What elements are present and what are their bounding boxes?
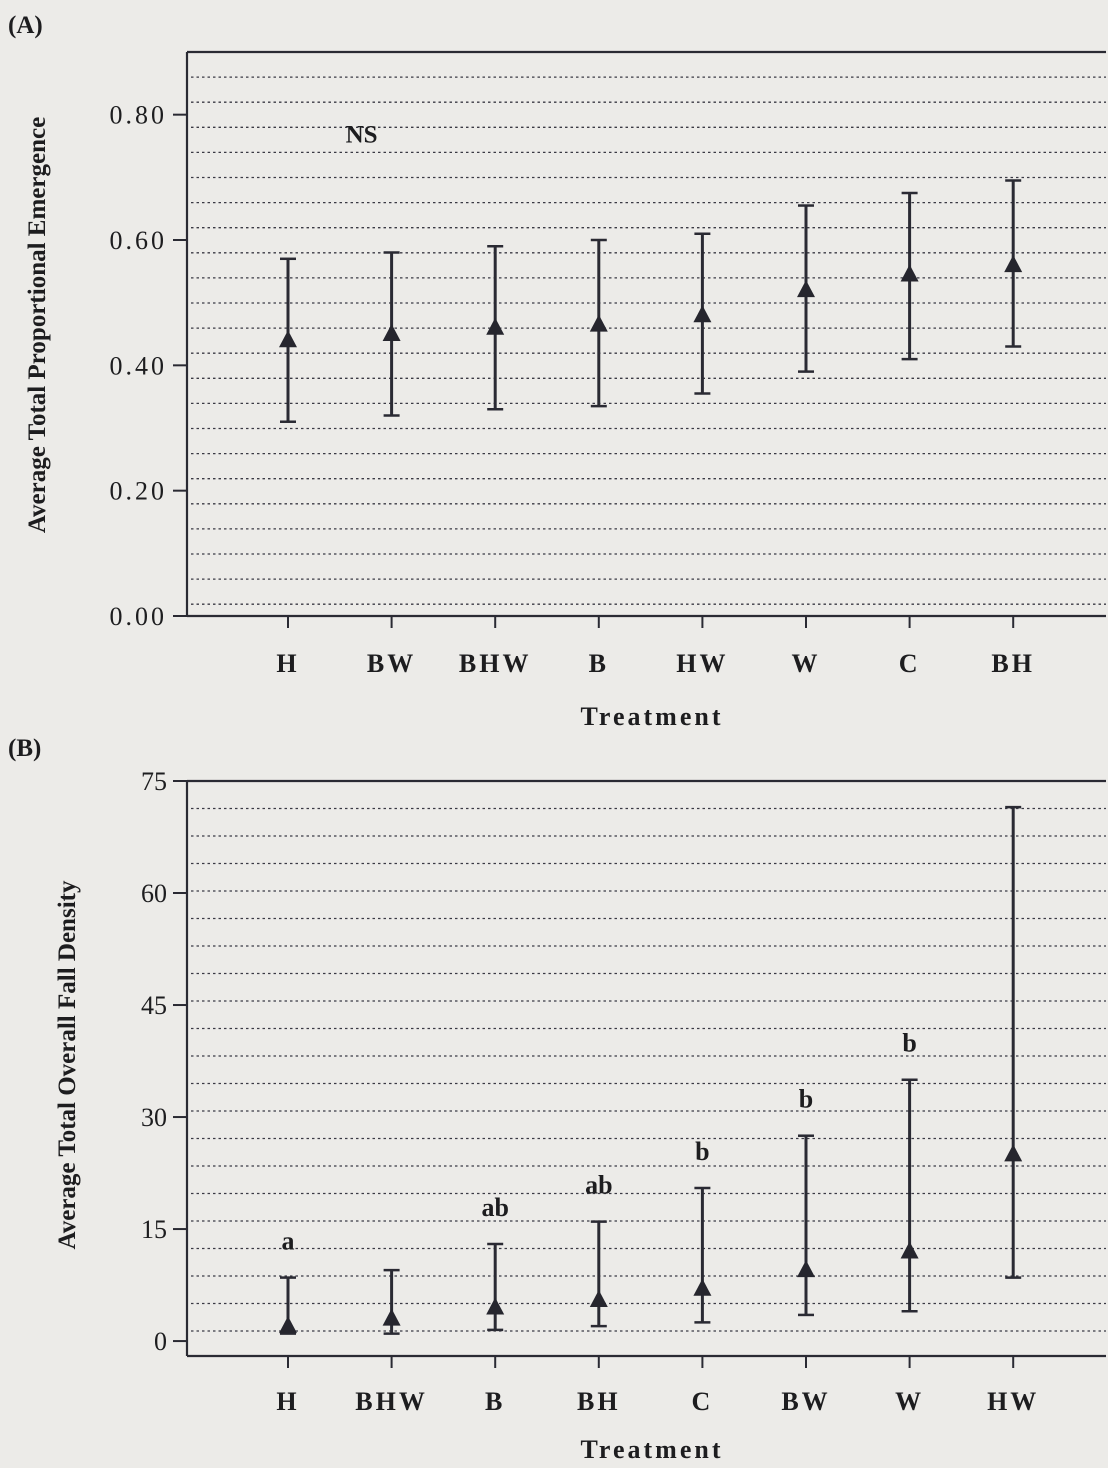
panel-a: (A) Average Total Proportional Emergence… — [8, 12, 1106, 731]
panel-b-category-label: H — [276, 1387, 299, 1416]
panel-a-y-tick-label: 0.80 — [110, 101, 168, 130]
panel-b-category-label: C — [692, 1387, 714, 1416]
panel-a-annotation: NS — [346, 121, 378, 148]
panel-b-category-label: B — [485, 1387, 505, 1416]
panel-b-y-tick-label: 15 — [141, 1215, 167, 1244]
panel-a-y-tick-label: 0.40 — [110, 351, 168, 380]
panel-b-x-axis-label: Treatment — [580, 1435, 724, 1464]
panel-b-data-point — [900, 1241, 919, 1259]
panel-a-category-label: W — [792, 649, 821, 678]
panel-b-data-point — [589, 1289, 608, 1307]
panel-a-data-point — [486, 317, 505, 335]
panel-a-category-label: HW — [676, 649, 728, 678]
panel-b: (B) Average Total Overall Fall Density T… — [0, 735, 1108, 1468]
panel-b-category-label: BHW — [355, 1387, 428, 1416]
panel-b-data-point — [797, 1260, 815, 1278]
panel-b-chart: 0 15 30 45 60 75 Ha BHW Bab BH ab Cb BW b Wb HW — [141, 767, 1106, 1416]
panel-a-data-point — [693, 305, 712, 323]
panel-b-significance-letter: b — [902, 1029, 916, 1058]
panel-a-category-label: B — [589, 649, 609, 678]
panel-b-significance-letter: ab — [585, 1171, 612, 1200]
panel-b-y-tick-label: 75 — [141, 767, 167, 796]
panel-b-y-tick-label: 30 — [141, 1103, 167, 1132]
panel-b-y-tick-label: 0 — [154, 1327, 167, 1356]
panel-b-y-tick-label: 45 — [141, 991, 167, 1020]
panel-a-data-point — [589, 314, 608, 332]
panel-a-category-label: H — [276, 649, 299, 678]
panel-a-data-point — [797, 280, 815, 298]
panel-b-significance-letter: b — [695, 1137, 709, 1166]
panel-a-data-point — [900, 264, 919, 282]
panel-a-x-axis-label: Treatment — [580, 702, 724, 731]
panel-a-category-label: C — [899, 649, 921, 678]
panel-a-category-label: BW — [367, 649, 416, 678]
panel-b-significance-letter: a — [282, 1227, 295, 1256]
panel-a-y-tick-label: 0.20 — [110, 477, 168, 506]
panel-b-significance-letter: ab — [481, 1193, 508, 1222]
panel-a-category-label: BH — [991, 649, 1035, 678]
panel-b-category-label: BH — [577, 1387, 621, 1416]
panel-a-data-point — [279, 330, 297, 348]
panel-b-category-label: HW — [987, 1387, 1039, 1416]
panel-b-category-label: BW — [781, 1387, 830, 1416]
panel-b-data-point — [486, 1297, 505, 1315]
panel-b-data-point — [693, 1278, 712, 1296]
panel-a-category-label: BHW — [459, 649, 532, 678]
panel-b-significance-letter: b — [799, 1085, 813, 1114]
panel-a-y-tick-label: 0.60 — [110, 226, 168, 255]
panel-b-y-tick-label: 60 — [141, 879, 167, 908]
panel-a-y-tick-label: 0.00 — [110, 602, 168, 631]
panel-b-data-point — [279, 1316, 297, 1334]
panel-a-label: (A) — [8, 12, 43, 39]
panel-a-data-point — [1004, 255, 1023, 273]
panel-b-data-point — [1004, 1144, 1023, 1162]
panel-a-data-point — [382, 324, 401, 341]
panel-b-label: (B) — [8, 735, 42, 762]
panel-b-category-label: W — [895, 1387, 924, 1416]
panel-b-data-point — [382, 1308, 401, 1326]
